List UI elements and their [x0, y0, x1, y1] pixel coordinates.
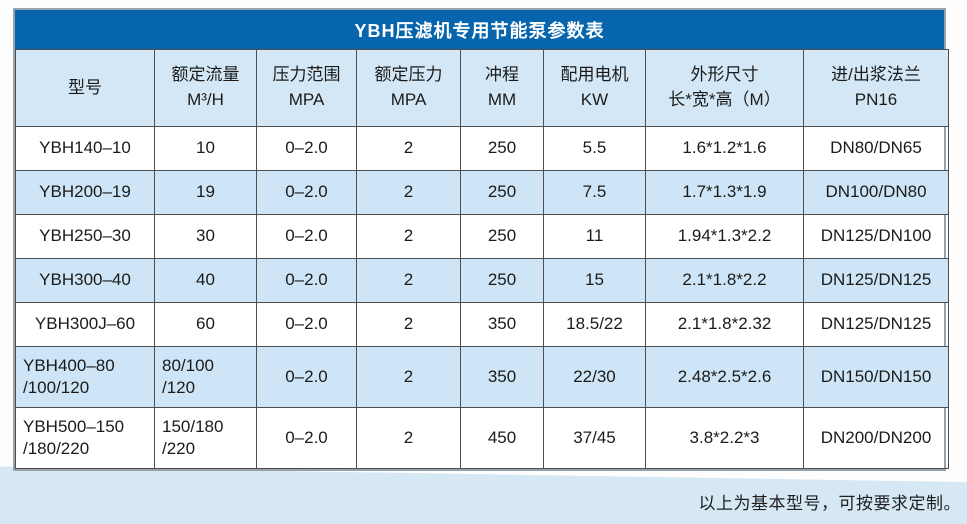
cell-flange: DN125/DN100 [803, 214, 949, 259]
cell-motor-power: 7.5 [543, 170, 646, 215]
cell-dimensions: 1.6*1.2*1.6 [645, 126, 804, 171]
cell-rated-flow: 60 [154, 302, 257, 347]
cell-rated-pressure: 2 [356, 214, 461, 259]
cell-dimensions: 3.8*2.2*3 [645, 407, 804, 469]
parameters-table: 型号 额定流量 M³/H 压力范围 MPA 额定压力 MPA 冲程 MM 配用电… [15, 49, 949, 469]
cell-rated-pressure: 2 [356, 346, 461, 408]
table-row: YBH300J–60 60 0–2.0 2 350 18.5/22 2.1*1.… [15, 302, 949, 347]
cell-stroke: 250 [460, 170, 544, 215]
cell-stroke: 250 [460, 214, 544, 259]
column-header-motor-power: 配用电机 KW [543, 49, 646, 127]
cell-model: YBH300–40 [15, 258, 155, 303]
cell-flange: DN125/DN125 [803, 302, 949, 347]
cell-pressure-range: 0–2.0 [256, 214, 357, 259]
cell-dimensions: 1.94*1.3*2.2 [645, 214, 804, 259]
spec-table: YBH压滤机专用节能泵参数表 型号 额定流量 M³/H 压力范围 MPA 额定压… [13, 8, 949, 471]
cell-motor-power: 11 [543, 214, 646, 259]
cell-stroke: 450 [460, 407, 544, 469]
cell-rated-flow: 10 [154, 126, 257, 171]
footer-note: 以上为基本型号，可按要求定制。 [698, 494, 961, 513]
cell-motor-power: 37/45 [543, 407, 646, 469]
cell-model: YBH140–10 [15, 126, 155, 171]
table-title: YBH压滤机专用节能泵参数表 [15, 10, 944, 49]
cell-motor-power: 15 [543, 258, 646, 303]
cell-rated-pressure: 2 [356, 170, 461, 215]
table-row: YBH200–19 19 0–2.0 2 250 7.5 1.7*1.3*1.9… [15, 170, 949, 215]
cell-flange: DN80/DN65 [803, 126, 949, 171]
cell-rated-flow: 150/180 /220 [154, 407, 257, 469]
cell-model: YBH250–30 [15, 214, 155, 259]
table-row: YBH140–10 10 0–2.0 2 250 5.5 1.6*1.2*1.6… [15, 126, 949, 171]
cell-pressure-range: 0–2.0 [256, 407, 357, 469]
header-row: 型号 额定流量 M³/H 压力范围 MPA 额定压力 MPA 冲程 MM 配用电… [15, 49, 949, 127]
cell-stroke: 250 [460, 258, 544, 303]
cell-flange: DN125/DN125 [803, 258, 949, 303]
cell-dimensions: 2.1*1.8*2.32 [645, 302, 804, 347]
cell-rated-pressure: 2 [356, 126, 461, 171]
cell-motor-power: 5.5 [543, 126, 646, 171]
cell-model: YBH400–80 /100/120 [15, 346, 155, 408]
column-header-rated-flow: 额定流量 M³/H [154, 49, 257, 127]
cell-motor-power: 22/30 [543, 346, 646, 408]
column-header-rated-pressure: 额定压力 MPA [356, 49, 461, 127]
cell-flange: DN100/DN80 [803, 170, 949, 215]
cell-model: YBH200–19 [15, 170, 155, 215]
cell-rated-pressure: 2 [356, 302, 461, 347]
cell-dimensions: 2.1*1.8*2.2 [645, 258, 804, 303]
table-row: YBH300–40 40 0–2.0 2 250 15 2.1*1.8*2.2 … [15, 258, 949, 303]
cell-model: YBH300J–60 [15, 302, 155, 347]
table-row: YBH250–30 30 0–2.0 2 250 11 1.94*1.3*2.2… [15, 214, 949, 259]
cell-stroke: 350 [460, 302, 544, 347]
column-header-stroke: 冲程 MM [460, 49, 544, 127]
column-header-pressure-range: 压力范围 MPA [256, 49, 357, 127]
cell-rated-flow: 30 [154, 214, 257, 259]
cell-model: YBH500–150 /180/220 [15, 407, 155, 469]
table-row: YBH400–80 /100/120 80/100 /120 0–2.0 2 3… [15, 346, 949, 408]
cell-stroke: 250 [460, 126, 544, 171]
cell-pressure-range: 0–2.0 [256, 302, 357, 347]
cell-rated-flow: 40 [154, 258, 257, 303]
cell-motor-power: 18.5/22 [543, 302, 646, 347]
table-row: YBH500–150 /180/220 150/180 /220 0–2.0 2… [15, 407, 949, 469]
cell-rated-pressure: 2 [356, 258, 461, 303]
cell-stroke: 350 [460, 346, 544, 408]
cell-pressure-range: 0–2.0 [256, 126, 357, 171]
cell-flange: DN150/DN150 [803, 346, 949, 408]
column-header-dimensions: 外形尺寸 长*宽*高（M） [645, 49, 804, 127]
cell-dimensions: 2.48*2.5*2.6 [645, 346, 804, 408]
cell-rated-pressure: 2 [356, 407, 461, 469]
cell-rated-flow: 80/100 /120 [154, 346, 257, 408]
cell-pressure-range: 0–2.0 [256, 170, 357, 215]
cell-pressure-range: 0–2.0 [256, 346, 357, 408]
cell-flange: DN200/DN200 [803, 407, 949, 469]
column-header-model: 型号 [15, 49, 155, 127]
cell-dimensions: 1.7*1.3*1.9 [645, 170, 804, 215]
cell-rated-flow: 19 [154, 170, 257, 215]
column-header-flange: 进/出浆法兰 PN16 [803, 49, 949, 127]
cell-pressure-range: 0–2.0 [256, 258, 357, 303]
